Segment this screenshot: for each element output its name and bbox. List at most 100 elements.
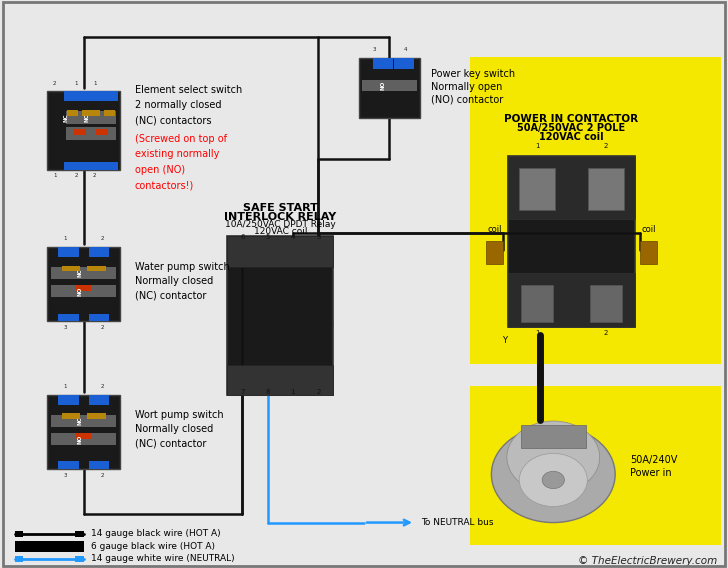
Bar (470, 386, 721, 545)
Bar (507, 273, 635, 327)
Text: 1: 1 (64, 384, 67, 389)
Bar (51, 433, 116, 445)
Text: 3: 3 (372, 47, 376, 52)
Bar (521, 425, 586, 448)
Bar (89, 314, 109, 321)
Circle shape (274, 349, 286, 358)
Bar (58, 461, 79, 469)
Bar (82, 110, 93, 116)
Text: 14 gauge black wire (HOT A): 14 gauge black wire (HOT A) (91, 529, 221, 538)
Circle shape (507, 421, 600, 494)
Text: 8: 8 (266, 389, 270, 395)
Text: To NEUTRAL bus: To NEUTRAL bus (421, 518, 494, 527)
Text: POWER IN CONTACTOR: POWER IN CONTACTOR (505, 114, 638, 124)
Circle shape (301, 340, 313, 349)
Text: (NC) contactor: (NC) contactor (135, 290, 206, 300)
Bar (47, 247, 120, 321)
Text: Element select switch: Element select switch (135, 85, 242, 95)
Text: 6: 6 (240, 234, 245, 240)
Text: NC: NC (78, 416, 82, 425)
Bar (227, 236, 333, 395)
Text: 6 gauge black wire (HOT A): 6 gauge black wire (HOT A) (91, 542, 215, 551)
Bar (47, 395, 120, 469)
Bar (74, 129, 87, 135)
Text: © TheElectricBrewery.com: © TheElectricBrewery.com (578, 556, 717, 566)
Text: 10A/250VAC DPDT Relay: 10A/250VAC DPDT Relay (225, 220, 336, 229)
Text: Normally closed: Normally closed (135, 424, 213, 434)
Bar (103, 110, 115, 116)
Bar (95, 129, 108, 135)
Text: 2: 2 (100, 325, 103, 330)
Bar (47, 91, 120, 170)
Text: Wort pump switch: Wort pump switch (135, 410, 223, 420)
Circle shape (264, 374, 272, 381)
Bar (62, 266, 80, 272)
Bar (75, 531, 84, 537)
Text: 2: 2 (100, 384, 103, 389)
Text: 1: 1 (290, 389, 295, 395)
Text: Normally open: Normally open (431, 82, 503, 92)
Bar (486, 241, 503, 264)
Text: 50A/240V: 50A/240V (630, 455, 677, 465)
Circle shape (248, 298, 259, 307)
Text: 2: 2 (100, 473, 103, 478)
Bar (87, 414, 106, 419)
Bar (64, 162, 96, 170)
Circle shape (542, 471, 564, 488)
Bar (86, 162, 118, 170)
Text: 3: 3 (316, 234, 320, 240)
Text: 7: 7 (240, 389, 245, 395)
Bar (76, 433, 91, 439)
Circle shape (314, 250, 323, 257)
Text: 1: 1 (93, 81, 96, 86)
Bar (66, 127, 95, 140)
Text: 1: 1 (75, 81, 78, 86)
Text: 120VAC coil: 120VAC coil (539, 132, 604, 142)
Bar (15, 541, 84, 552)
Bar (64, 91, 96, 101)
Bar (87, 127, 116, 140)
Bar (639, 241, 657, 264)
Bar (58, 314, 79, 321)
Circle shape (258, 247, 277, 261)
Circle shape (593, 183, 619, 203)
Text: 2: 2 (93, 173, 96, 178)
Bar (51, 286, 116, 297)
Bar (519, 168, 555, 210)
Circle shape (288, 374, 297, 381)
Text: 1: 1 (535, 143, 539, 149)
Circle shape (309, 370, 328, 385)
Bar (58, 395, 79, 405)
Bar (15, 531, 23, 537)
Circle shape (283, 247, 302, 261)
Bar (76, 286, 91, 291)
Bar (227, 365, 333, 395)
Text: Power key switch: Power key switch (431, 69, 515, 79)
Circle shape (233, 247, 252, 261)
Text: 2: 2 (75, 173, 78, 178)
Text: (NC) contactors: (NC) contactors (135, 115, 211, 126)
Text: Y: Y (502, 336, 507, 345)
Circle shape (272, 317, 289, 331)
Bar (590, 285, 622, 322)
Bar (75, 556, 84, 562)
Circle shape (264, 250, 272, 257)
Text: NC: NC (63, 114, 68, 122)
Bar (66, 111, 95, 124)
Bar (67, 110, 79, 116)
Text: 2: 2 (316, 389, 320, 395)
Circle shape (248, 340, 259, 349)
Circle shape (238, 250, 247, 257)
Bar (89, 395, 109, 405)
Text: 50A/250VAC 2 POLE: 50A/250VAC 2 POLE (518, 123, 625, 133)
Bar (62, 414, 80, 419)
Text: 1: 1 (53, 173, 56, 178)
Text: 120VAC coil: 120VAC coil (253, 227, 307, 236)
Circle shape (314, 374, 323, 381)
Text: Normally closed: Normally closed (135, 276, 213, 286)
Text: 5: 5 (266, 234, 270, 240)
Bar (470, 57, 721, 364)
Bar (358, 59, 421, 118)
Circle shape (258, 370, 277, 385)
Circle shape (519, 453, 587, 507)
